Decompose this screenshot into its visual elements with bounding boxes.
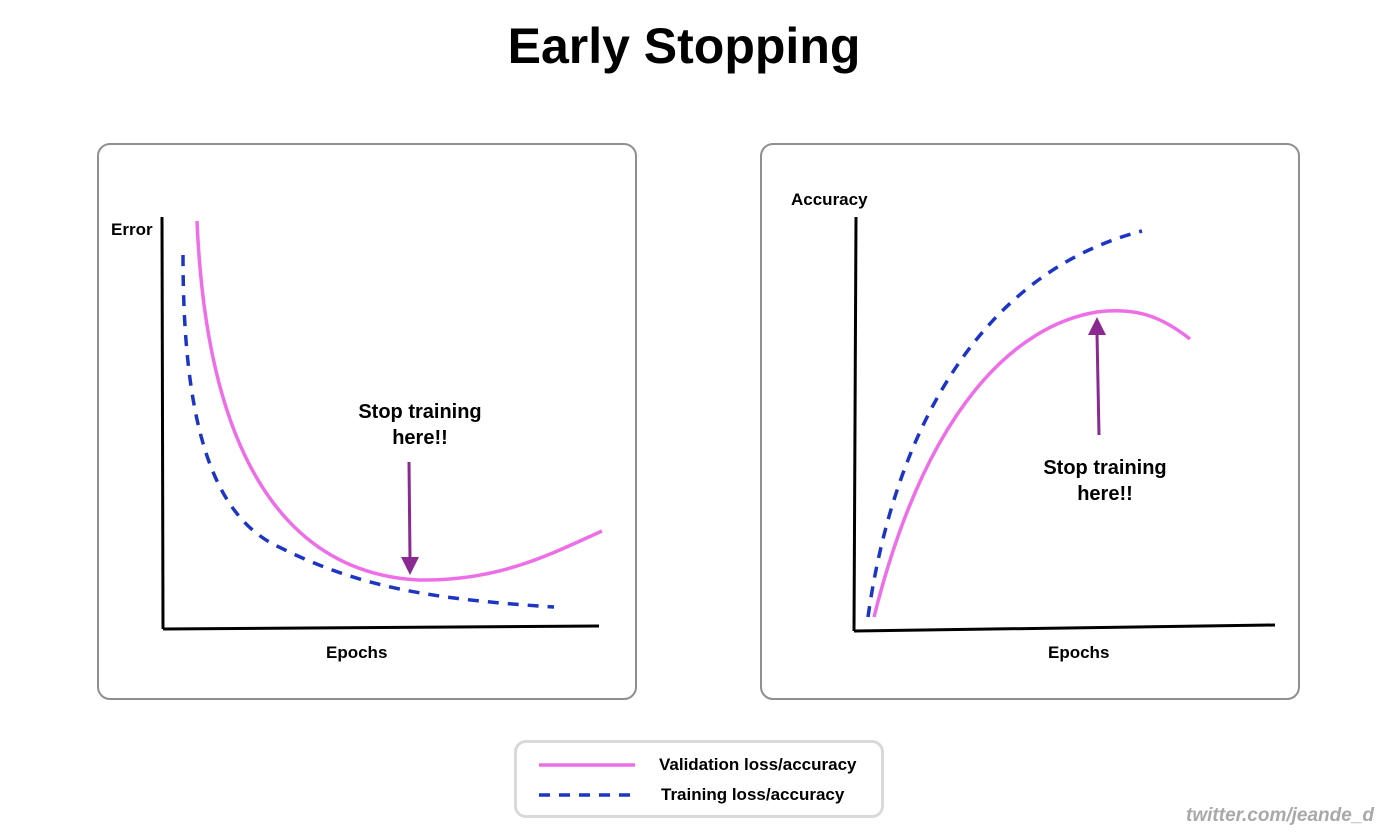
accuracy-annotation-line1: Stop training [1043, 457, 1167, 479]
accuracy-arrow-shaft [1095, 332, 1101, 436]
accuracy-y-label: Accuracy [791, 190, 868, 209]
error-arrow-head [401, 557, 419, 575]
error-x-label: Epochs [326, 643, 388, 662]
legend-validation-label: Validation loss/accuracy [659, 755, 857, 774]
error-annotation-line2: here!! [392, 427, 448, 449]
credit-text: twitter.com/jeande_d [1186, 805, 1374, 826]
legend: Validation loss/accuracy Training loss/a… [514, 740, 884, 818]
error-validation-curve [195, 220, 603, 582]
error-arrow-shaft [407, 461, 412, 560]
error-annotation-line1: Stop training [358, 401, 482, 423]
accuracy-training-curve [866, 229, 1143, 618]
page-title: Early Stopping [507, 18, 861, 74]
accuracy-annotation-line2: here!! [1077, 483, 1133, 505]
error-annotation: Stop training here!! [320, 399, 520, 451]
accuracy-annotation: Stop training here!! [1005, 455, 1205, 507]
error-x-axis [162, 624, 600, 631]
error-y-label: Error [111, 220, 153, 239]
error-plot [160, 216, 603, 631]
accuracy-validation-curve [872, 308, 1192, 618]
legend-swatches [539, 763, 635, 797]
accuracy-plot [852, 216, 1276, 633]
error-panel: Error Epochs Stop training here!! [97, 143, 637, 700]
accuracy-x-axis [853, 623, 1276, 633]
accuracy-panel: Accuracy Epochs Stop training here!! [760, 143, 1300, 700]
accuracy-y-axis [852, 216, 858, 632]
accuracy-x-label: Epochs [1048, 643, 1110, 662]
accuracy-arrow-head [1088, 317, 1106, 335]
legend-training-label: Training loss/accuracy [661, 785, 845, 804]
error-y-axis [160, 216, 165, 630]
error-training-curve [181, 254, 555, 609]
